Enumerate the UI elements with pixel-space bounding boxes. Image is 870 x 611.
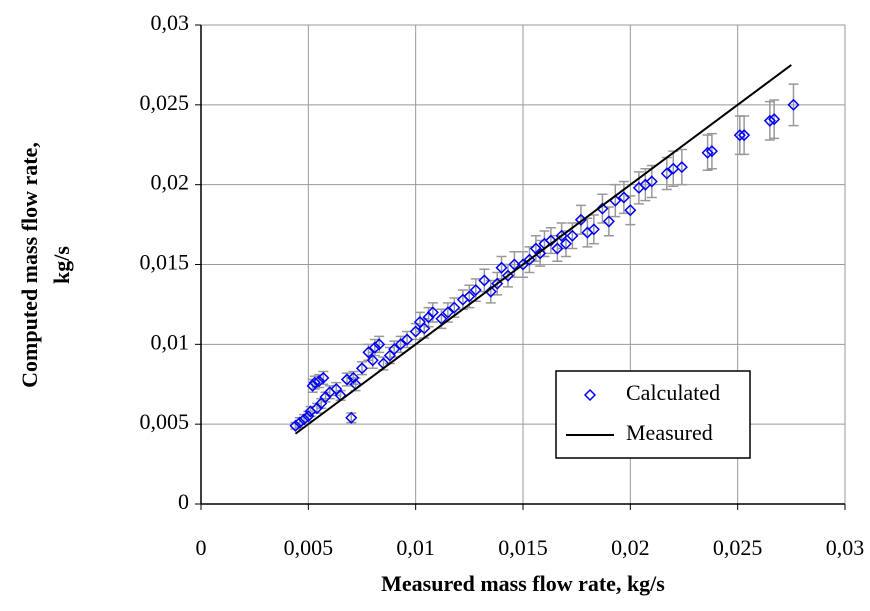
scatter-point — [308, 376, 321, 389]
x-tick-label: 0,005 — [284, 535, 334, 560]
scatter-point — [373, 338, 386, 351]
error-bar — [496, 255, 507, 280]
x-tick-label: 0,01 — [396, 535, 435, 560]
scatter-point — [355, 362, 369, 375]
scatter-point — [340, 373, 354, 386]
scatter-point — [645, 175, 658, 188]
scatter-point — [508, 258, 521, 271]
y-tick-label: 0 — [178, 489, 189, 514]
error-bar — [788, 83, 799, 127]
scatter-point — [347, 371, 360, 384]
x-tick-label: 0,03 — [826, 535, 865, 560]
scatter-point — [551, 242, 564, 255]
legend-marker — [583, 388, 597, 402]
scatter-point — [297, 413, 311, 426]
scatter-point — [559, 237, 572, 250]
error-bar — [588, 214, 599, 245]
scatter-point — [768, 113, 781, 126]
error-bar — [676, 148, 687, 186]
scatter-point — [317, 371, 330, 384]
scatter-point — [544, 234, 557, 247]
scatter-point — [495, 261, 508, 274]
scatter-point — [409, 325, 422, 338]
x-tick-label: 0,025 — [713, 535, 763, 560]
scatter-point — [787, 98, 800, 111]
y-tick-label: 0,005 — [140, 409, 190, 434]
x-tick-label: 0,02 — [611, 535, 650, 560]
scatter-point — [289, 419, 302, 432]
scatter-point — [388, 343, 401, 356]
scatter-point — [345, 411, 358, 424]
scatter-point — [426, 306, 439, 319]
scatter-point — [362, 346, 375, 359]
y-axis-label: kg/s — [49, 246, 74, 284]
y-tick-label: 0,025 — [140, 90, 190, 115]
scatter-point — [587, 223, 600, 236]
y-tick-label: 0,01 — [151, 329, 190, 354]
scatter-point — [534, 247, 547, 260]
scatter-point — [660, 167, 673, 180]
scatter-point — [763, 114, 776, 127]
scatter-point — [478, 274, 491, 287]
scatter-point — [293, 416, 306, 429]
error-bar — [346, 412, 357, 424]
x-tick-label: 0,015 — [498, 535, 548, 560]
scatter-point — [448, 301, 461, 314]
error-bar — [485, 279, 496, 304]
y-tick-label: 0,015 — [140, 250, 190, 275]
error-bar — [545, 227, 556, 255]
scatter-point — [368, 341, 381, 354]
scatter-point — [624, 204, 637, 217]
line — [294, 64, 792, 435]
scatter-point — [401, 333, 414, 346]
scatter-point — [463, 290, 476, 303]
scatter-point — [306, 379, 319, 392]
y-tick-label: 0,03 — [151, 10, 190, 35]
error-bar — [610, 183, 621, 218]
scatter-point — [418, 322, 431, 335]
scatter-point — [602, 215, 615, 228]
x-tick-label: 0 — [196, 535, 207, 560]
scatter-point — [701, 146, 714, 159]
scatter-point — [394, 338, 407, 351]
x-axis-label: Measured mass flow rate, kg/s — [381, 571, 665, 596]
error-bar — [618, 180, 629, 215]
legend-label: Measured — [626, 420, 713, 445]
scatter-point — [617, 191, 630, 204]
y-tick-label: 0,02 — [151, 170, 190, 195]
scatter-point — [705, 145, 718, 158]
scatter-point — [733, 129, 746, 142]
y-axis-label: Computed mass flow rate, — [17, 142, 42, 388]
scatter-point — [675, 161, 688, 174]
scatter-point — [738, 129, 751, 142]
scatter-point — [566, 229, 579, 242]
scatter-point — [469, 283, 482, 297]
legend-box — [555, 370, 751, 459]
scatter-point — [366, 354, 379, 367]
scatter-point — [313, 374, 326, 388]
legend-label: Calculated — [626, 380, 720, 405]
scatter-point — [441, 306, 454, 319]
scatter-point — [435, 312, 448, 325]
